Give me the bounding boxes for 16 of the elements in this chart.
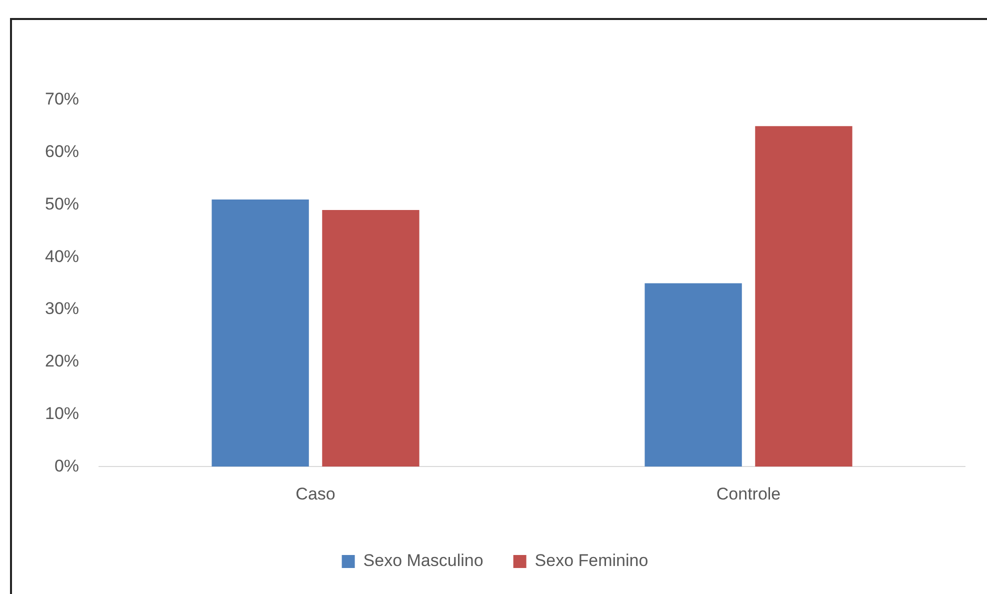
x-tick-label: Caso [296,484,336,504]
legend-label: Sexo Masculino [363,551,484,570]
legend-label: Sexo Feminino [534,551,648,570]
x-tick-label: Controle [716,484,781,504]
y-tick-label: 60% [44,142,80,162]
bar [212,200,309,467]
bar [644,283,742,467]
y-tick-label: 20% [44,352,80,371]
y-tick-label: 40% [44,246,80,266]
y-tick-label: 30% [44,299,80,318]
y-tick-label: 10% [44,404,80,423]
y-tick-label: 50% [44,194,80,214]
y-tick-label: 0% [54,456,80,476]
bar [755,126,852,467]
y-tick-label: 70% [44,90,80,109]
bar [322,210,420,467]
